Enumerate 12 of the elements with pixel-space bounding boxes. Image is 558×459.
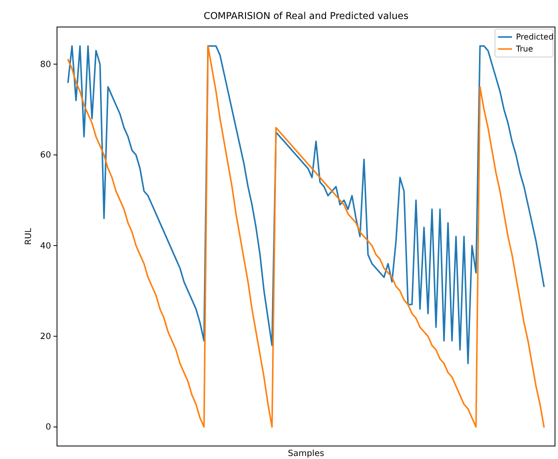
- legend-label: True: [515, 44, 534, 54]
- line-series: [67, 45, 545, 364]
- y-tick-label: 0: [46, 422, 51, 433]
- y-axis-title: RUL: [24, 228, 34, 245]
- y-tick-label: 60: [40, 150, 51, 161]
- legend-label: Predicted: [516, 32, 554, 42]
- x-axis-title: Samples: [288, 449, 325, 459]
- y-tick-label: 40: [40, 241, 51, 252]
- chart-title: COMPARISION of Real and Predicted values: [204, 11, 408, 22]
- y-tick-label: 80: [40, 60, 51, 70]
- y-tick-label: 20: [40, 332, 51, 342]
- line-series: [67, 45, 545, 428]
